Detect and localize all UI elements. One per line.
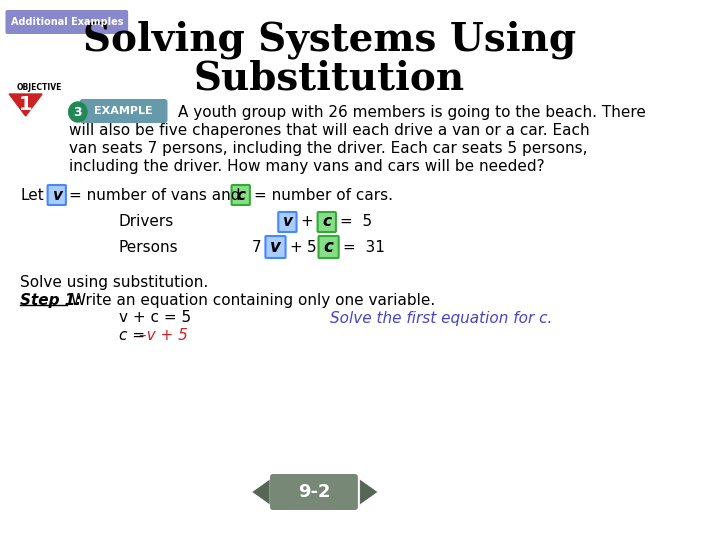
Polygon shape [360, 479, 378, 505]
Text: v: v [282, 214, 292, 230]
Text: +: + [289, 240, 302, 254]
FancyBboxPatch shape [6, 10, 128, 34]
Text: A youth group with 26 members is going to the beach. There: A youth group with 26 members is going t… [179, 105, 647, 119]
Text: c: c [324, 238, 333, 256]
Text: c: c [323, 214, 331, 230]
Text: 5: 5 [307, 240, 316, 254]
Text: OBJECTIVE: OBJECTIVE [17, 83, 62, 91]
FancyBboxPatch shape [318, 236, 338, 258]
FancyBboxPatch shape [278, 212, 297, 232]
Text: 9-2: 9-2 [297, 483, 330, 501]
Text: including the driver. How many vans and cars will be needed?: including the driver. How many vans and … [68, 159, 544, 173]
Text: Write an equation containing only one variable.: Write an equation containing only one va… [71, 293, 436, 307]
Text: v + c = 5: v + c = 5 [119, 310, 191, 326]
Text: will also be five chaperones that will each drive a van or a car. Each: will also be five chaperones that will e… [68, 123, 589, 138]
Text: =  31: = 31 [343, 240, 385, 254]
Polygon shape [9, 94, 42, 116]
Text: +: + [300, 214, 313, 230]
Text: Solving Systems Using: Solving Systems Using [83, 21, 576, 59]
Text: 7: 7 [252, 240, 261, 254]
Text: EXAMPLE: EXAMPLE [94, 106, 153, 116]
Text: Step 1:: Step 1: [20, 293, 81, 307]
FancyBboxPatch shape [270, 474, 358, 510]
FancyBboxPatch shape [232, 185, 250, 205]
Text: van seats 7 persons, including the driver. Each car seats 5 persons,: van seats 7 persons, including the drive… [68, 140, 587, 156]
Text: 3: 3 [73, 105, 82, 118]
Text: = number of cars.: = number of cars. [253, 187, 392, 202]
Text: v: v [52, 187, 62, 202]
FancyBboxPatch shape [318, 212, 336, 232]
Text: Persons: Persons [119, 240, 179, 254]
Text: Let: Let [20, 187, 44, 202]
Text: Solve using substitution.: Solve using substitution. [20, 274, 208, 289]
FancyBboxPatch shape [80, 99, 168, 123]
FancyBboxPatch shape [266, 236, 286, 258]
Text: Solve the first equation for c.: Solve the first equation for c. [330, 310, 552, 326]
FancyBboxPatch shape [48, 185, 66, 205]
Text: v: v [270, 238, 281, 256]
Text: Additional Examples: Additional Examples [11, 17, 123, 27]
Text: Drivers: Drivers [119, 214, 174, 230]
Text: Substitution: Substitution [194, 59, 465, 97]
Text: = number of vans and: = number of vans and [68, 187, 240, 202]
Text: =  5: = 5 [341, 214, 373, 230]
Text: c: c [236, 187, 246, 202]
Text: 1: 1 [19, 94, 32, 113]
Text: –v + 5: –v + 5 [139, 328, 188, 343]
Circle shape [68, 102, 87, 122]
Text: c =: c = [119, 328, 145, 343]
Polygon shape [252, 479, 270, 505]
